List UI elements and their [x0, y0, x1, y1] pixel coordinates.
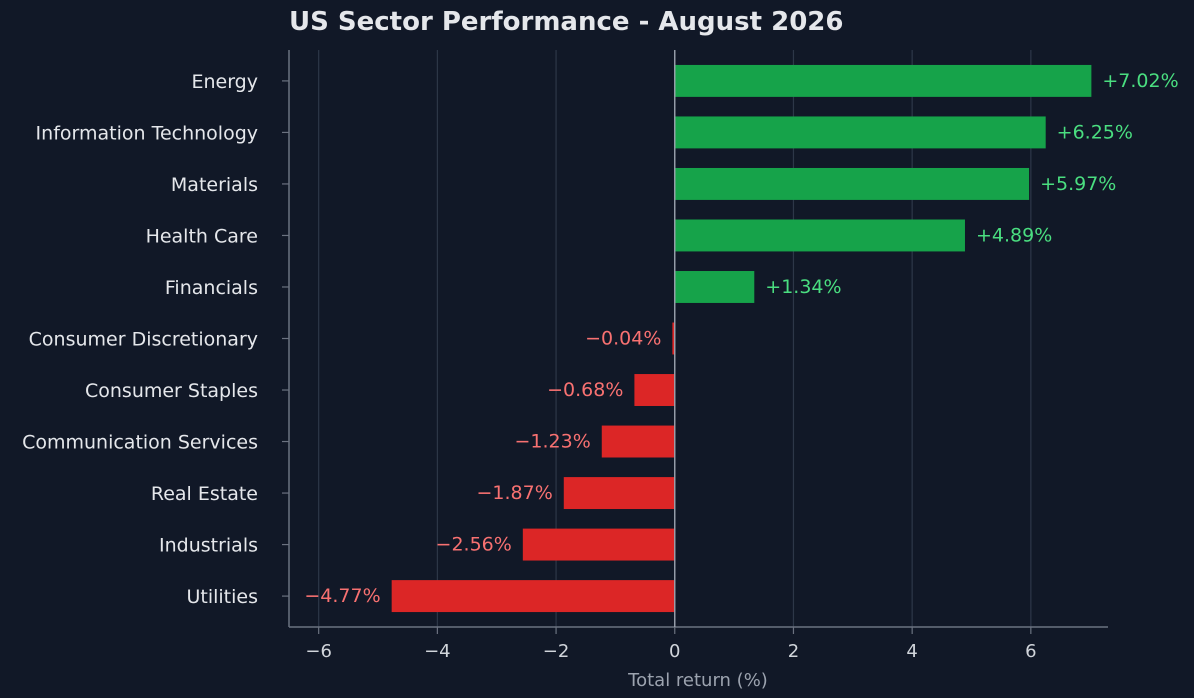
x-tick-label: 6 — [1025, 641, 1036, 662]
value-label: −0.68% — [547, 379, 623, 401]
value-label: +5.97% — [1040, 173, 1116, 195]
x-tick-label: −2 — [543, 641, 570, 662]
chart-title: US Sector Performance - August 2026 — [289, 7, 844, 37]
value-label: −1.87% — [476, 482, 552, 504]
bar — [391, 580, 675, 613]
x-tick-label: 4 — [906, 641, 917, 662]
value-label: +1.34% — [765, 276, 841, 298]
value-label: −4.77% — [304, 585, 380, 607]
bar — [563, 477, 675, 510]
category-label: Consumer Discretionary — [29, 329, 258, 351]
value-label: +6.25% — [1057, 121, 1133, 143]
category-label: Communication Services — [22, 432, 258, 454]
bar — [674, 64, 1092, 97]
bar — [522, 528, 675, 561]
x-tick-label: 0 — [669, 641, 680, 662]
category-label: Information Technology — [36, 122, 258, 144]
bar — [601, 425, 675, 458]
category-label: Industrials — [159, 535, 258, 557]
category-label: Health Care — [146, 225, 258, 247]
category-label: Real Estate — [151, 483, 258, 505]
x-tick-label: −4 — [424, 641, 451, 662]
x-tick-label: 2 — [788, 641, 799, 662]
category-label: Utilities — [186, 586, 258, 608]
value-label: −1.23% — [514, 431, 590, 453]
value-label: −2.56% — [436, 534, 512, 556]
value-label: +7.02% — [1102, 70, 1178, 92]
category-label: Materials — [171, 174, 258, 196]
x-tick-label: −6 — [305, 641, 332, 662]
bar — [674, 167, 1030, 200]
value-label: −0.04% — [585, 328, 661, 350]
bar — [674, 271, 755, 303]
category-label: Energy — [191, 71, 258, 93]
category-label: Consumer Staples — [85, 380, 258, 402]
x-axis-label: Total return (%) — [627, 670, 768, 691]
category-label: Financials — [165, 277, 258, 299]
bar — [634, 374, 675, 406]
bar — [672, 322, 675, 355]
bar — [674, 219, 965, 252]
bar — [674, 116, 1046, 149]
value-label: +4.89% — [976, 224, 1052, 246]
